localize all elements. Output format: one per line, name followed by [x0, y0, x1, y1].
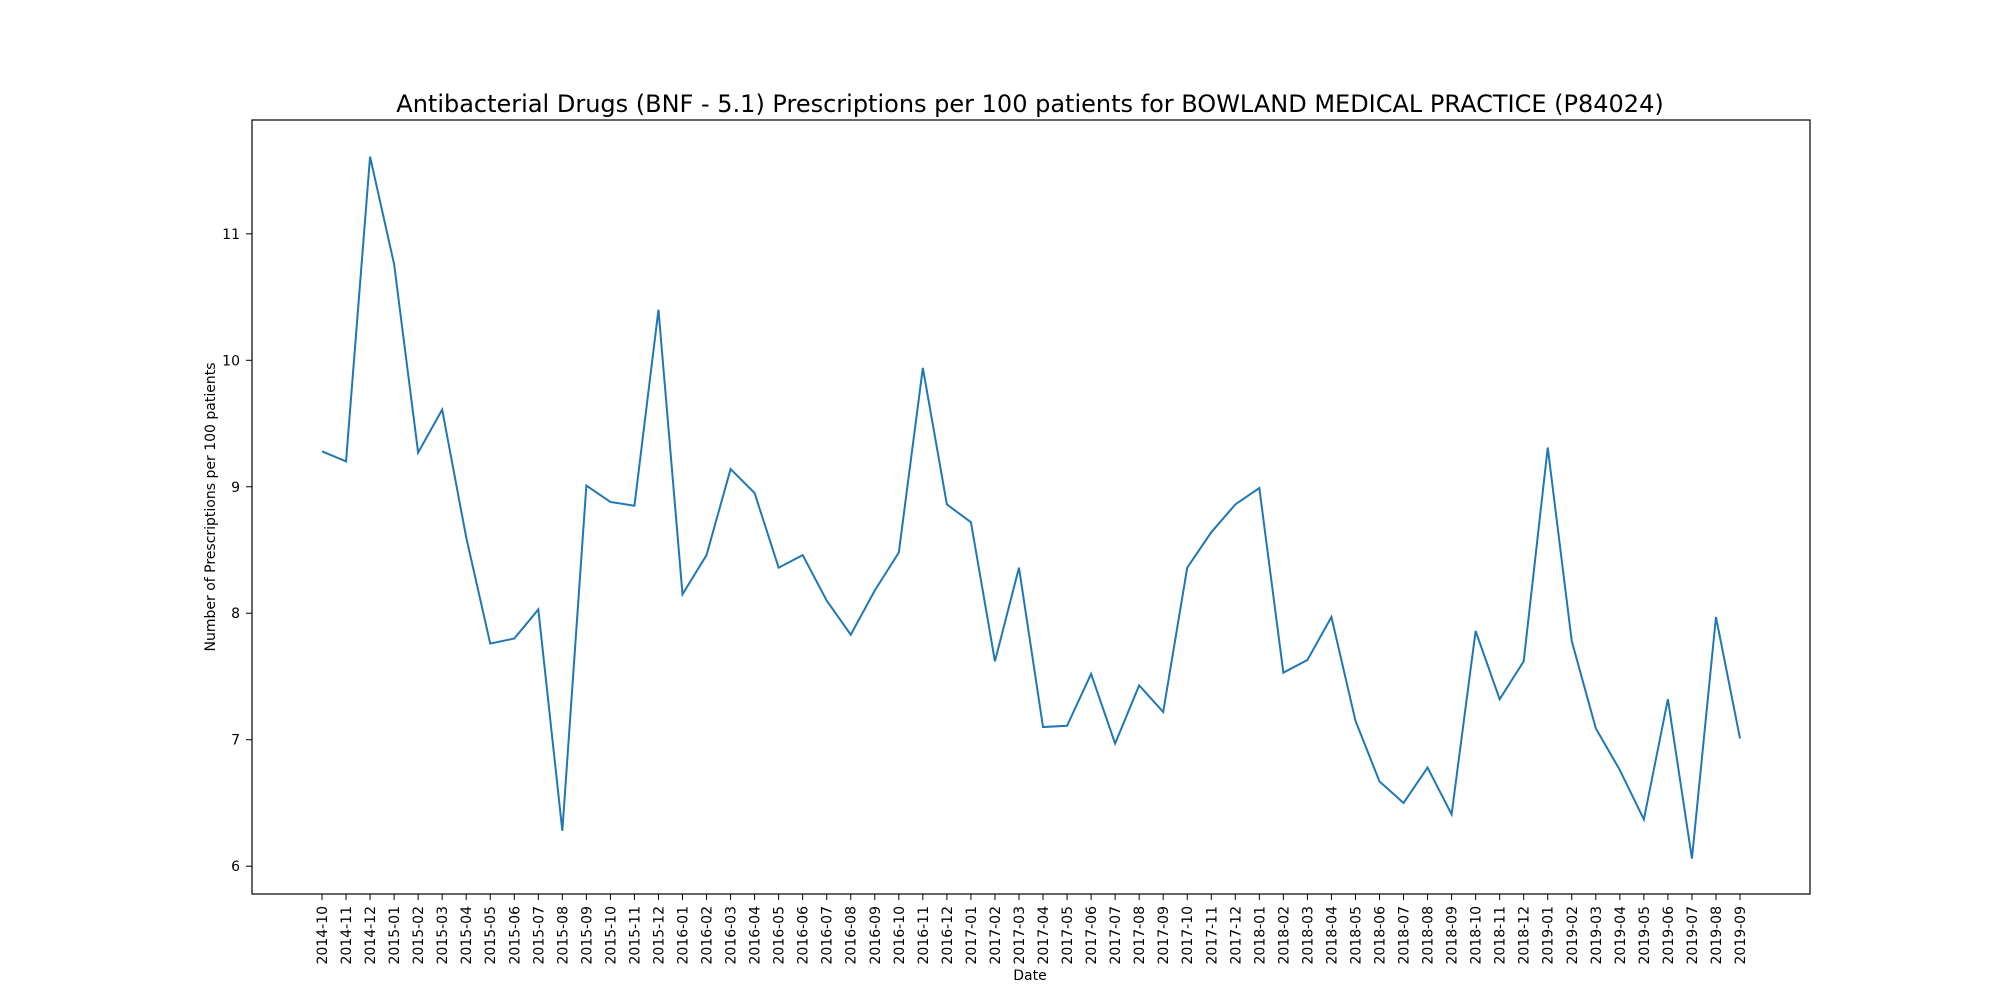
y-tick-label: 11: [222, 227, 240, 243]
x-tick-label: 2016-09: [868, 906, 884, 965]
y-axis-label: Number of Prescriptions per 100 patients: [203, 363, 219, 652]
x-tick-label: 2018-11: [1493, 906, 1509, 965]
x-tick-label: 2015-05: [483, 906, 499, 965]
x-tick-label: 2019-08: [1709, 906, 1725, 965]
x-tick-label: 2018-03: [1300, 906, 1316, 965]
x-tick-label: 2018-01: [1252, 906, 1268, 965]
x-tick-label: 2016-01: [676, 906, 692, 965]
x-tick-label: 2018-04: [1324, 906, 1340, 965]
x-tick-label: 2015-11: [627, 906, 643, 965]
x-tick-label: 2017-08: [1132, 906, 1148, 965]
x-tick-label: 2017-03: [1012, 906, 1028, 965]
x-tick-label: 2018-05: [1348, 906, 1364, 965]
x-tick-label: 2015-04: [459, 906, 475, 965]
y-axis: 6 7 8 9 10 11: [222, 227, 252, 875]
x-tick-label: 2016-11: [916, 906, 932, 965]
x-tick-label: 2014-12: [363, 906, 379, 965]
x-tick-label: 2016-02: [700, 906, 716, 965]
x-tick-label: 2017-07: [1108, 906, 1124, 965]
x-tick-label: 2017-09: [1156, 906, 1172, 965]
x-tick-label: 2015-09: [579, 906, 595, 965]
x-tick-label: 2019-07: [1685, 906, 1701, 965]
x-tick-label: 2018-09: [1445, 906, 1461, 965]
x-tick-label: 2015-02: [411, 906, 427, 965]
x-tick-label: 2016-03: [724, 906, 740, 965]
x-tick-label: 2016-10: [892, 906, 908, 965]
x-tick-label: 2019-04: [1613, 906, 1629, 965]
x-tick-label: 2016-05: [772, 906, 788, 965]
x-tick-label: 2015-07: [531, 906, 547, 965]
x-tick-label: 2017-02: [988, 906, 1004, 965]
x-tick-label: 2019-01: [1541, 906, 1557, 965]
x-tick-label: 2017-12: [1228, 906, 1244, 965]
x-tick-label: 2017-06: [1084, 906, 1100, 965]
x-tick-label: 2018-02: [1276, 906, 1292, 965]
x-tick-label: 2019-06: [1661, 906, 1677, 965]
x-tick-label: 2017-10: [1180, 906, 1196, 965]
y-tick-label: 10: [222, 353, 240, 369]
x-tick-label: 2018-12: [1517, 906, 1533, 965]
x-tick-label: 2019-02: [1565, 906, 1581, 965]
x-tick-label: 2019-05: [1637, 906, 1653, 965]
y-tick-label: 8: [231, 606, 240, 622]
chart-title: Antibacterial Drugs (BNF - 5.1) Prescrip…: [396, 90, 1663, 118]
x-axis: 2014-10 2014-11 2014-12 2015-01 2015-02 2015-…: [315, 894, 1749, 965]
x-tick-label: 2017-11: [1204, 906, 1220, 965]
x-tick-label: 2018-06: [1372, 906, 1388, 965]
y-tick-label: 6: [231, 859, 240, 875]
series-line: [321, 156, 1741, 859]
x-tick-label: 2014-10: [315, 906, 331, 965]
x-tick-label: 2014-11: [339, 906, 355, 965]
x-tick-label: 2017-04: [1036, 906, 1052, 965]
x-tick-label: 2016-12: [940, 906, 956, 965]
x-tick-label: 2015-08: [555, 906, 571, 965]
x-tick-label: 2015-12: [651, 906, 667, 965]
x-tick-label: 2016-08: [844, 906, 860, 965]
x-tick-label: 2019-09: [1733, 906, 1749, 965]
x-tick-label: 2015-06: [507, 906, 523, 965]
x-axis-label: Date: [1013, 968, 1046, 984]
y-tick-label: 7: [231, 733, 240, 749]
x-tick-label: 2015-03: [435, 906, 451, 965]
x-tick-label: 2016-07: [820, 906, 836, 965]
x-tick-label: 2019-03: [1589, 906, 1605, 965]
x-tick-label: 2018-08: [1421, 906, 1437, 965]
plot-frame: [251, 119, 1811, 895]
x-tick-label: 2015-01: [387, 906, 403, 965]
y-tick-label: 9: [231, 480, 240, 496]
x-tick-label: 2016-04: [748, 906, 764, 965]
x-tick-label: 2017-05: [1060, 906, 1076, 965]
x-tick-label: 2018-07: [1397, 906, 1413, 965]
x-tick-label: 2015-10: [603, 906, 619, 965]
x-tick-label: 2018-10: [1469, 906, 1485, 965]
x-tick-label: 2017-01: [964, 906, 980, 965]
x-tick-label: 2016-06: [796, 906, 812, 965]
